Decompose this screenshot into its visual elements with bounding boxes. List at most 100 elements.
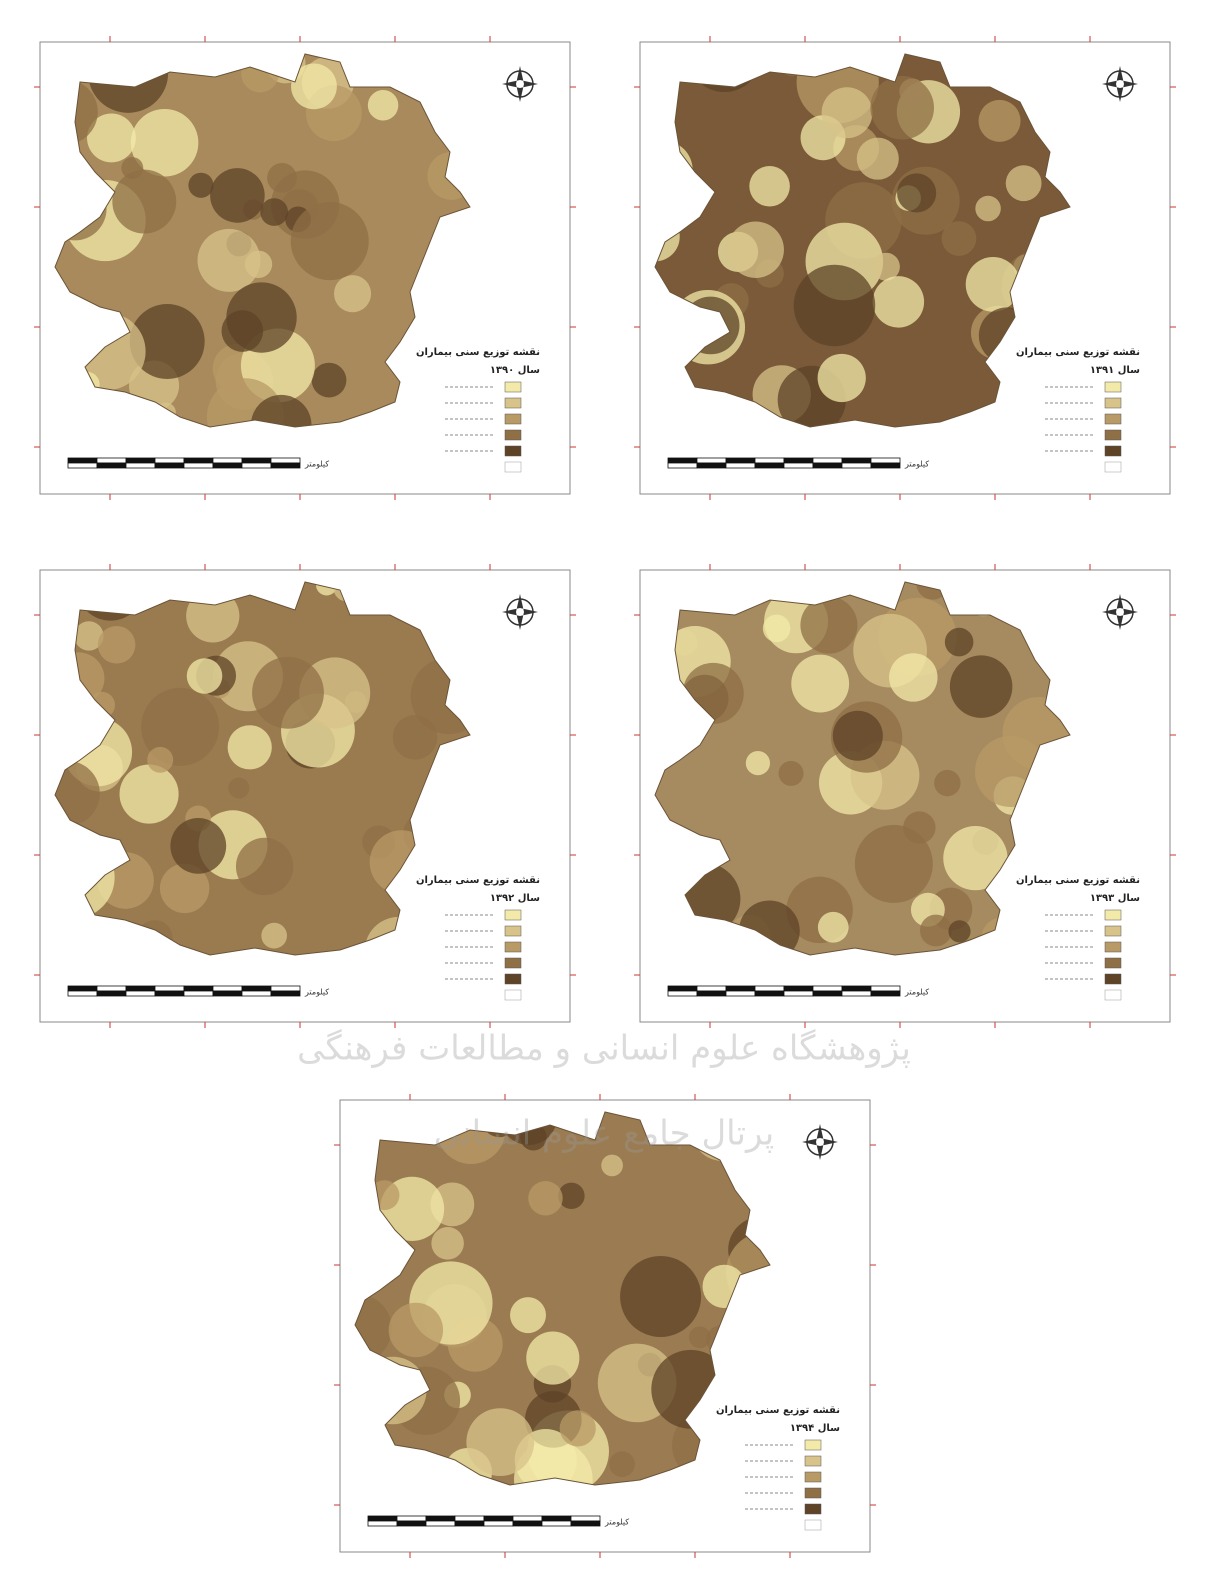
legend-swatch: [805, 1488, 821, 1498]
scale-bar: [184, 986, 213, 991]
scale-bar: [68, 986, 97, 991]
legend-swatch: [505, 958, 521, 968]
scale-bar: [68, 463, 97, 468]
scale-bar: [513, 1516, 542, 1521]
zone: [312, 363, 347, 398]
scale-bar: [726, 463, 755, 468]
zone: [945, 628, 974, 657]
legend-year: سال ۱۳۹۱: [1090, 365, 1140, 376]
zone: [950, 655, 1012, 717]
zone: [620, 1256, 701, 1337]
watermark: پرتال جامع علوم انسانی: [434, 1114, 774, 1154]
scale-bar: [368, 1521, 397, 1526]
zone: [261, 923, 287, 949]
zone: [187, 658, 223, 694]
scale-bar: [484, 1521, 513, 1526]
scale-bar: [842, 991, 871, 996]
zone: [857, 138, 899, 180]
scale-bar: [155, 463, 184, 468]
figure: نقشه توزیع سنی بیمارانسال ۱۳۹۰کیلومترنقش…: [0, 0, 1208, 1589]
zone: [870, 76, 934, 140]
legend-swatch: [1105, 974, 1121, 984]
legend-year: سال ۱۳۹۲: [490, 893, 540, 904]
scale-bar: [784, 986, 813, 991]
scale-bar: [668, 986, 697, 991]
zone: [794, 265, 875, 346]
zone: [188, 173, 213, 198]
scale-unit: کیلومتر: [904, 988, 929, 997]
legend-swatch: [1105, 446, 1121, 456]
legend-swatch: [805, 1440, 821, 1450]
zone: [975, 196, 1001, 222]
zone: [822, 87, 873, 138]
scale-bar: [697, 986, 726, 991]
zone: [749, 166, 790, 207]
scale-bar: [184, 463, 213, 468]
zone: [197, 229, 260, 292]
scale-bar: [871, 991, 900, 996]
legend-swatch: [805, 1472, 821, 1482]
legend-year: سال ۱۳۹۳: [1090, 893, 1140, 904]
scale-bar: [784, 991, 813, 996]
legend-swatch: [505, 462, 521, 472]
legend-swatch: [1105, 958, 1121, 968]
zone: [948, 920, 970, 942]
zone: [121, 157, 143, 179]
scale-bar: [455, 1521, 484, 1526]
legend-swatch: [505, 942, 521, 952]
scale-bar: [97, 986, 126, 991]
zone: [368, 90, 399, 121]
scale-bar: [755, 463, 784, 468]
scale-bar: [126, 458, 155, 463]
zone: [920, 915, 952, 947]
scale-bar: [426, 1521, 455, 1526]
scale-bar: [68, 991, 97, 996]
scale-bar: [755, 986, 784, 991]
zone: [226, 282, 296, 352]
zone: [120, 765, 179, 824]
zone: [979, 100, 1021, 142]
legend-title: نقشه توزیع سنی بیماران: [416, 347, 540, 358]
legend-year: سال ۱۳۹۰: [490, 365, 540, 376]
legend-swatch: [505, 910, 521, 920]
legend-swatch: [1105, 398, 1121, 408]
watermark: پژوهشگاه علوم انسانی و مطالعات فرهنگی: [297, 1029, 911, 1069]
scale-bar: [271, 991, 300, 996]
legend-swatch: [1105, 990, 1121, 1000]
zone: [252, 657, 324, 729]
scale-unit: کیلومتر: [604, 1518, 629, 1527]
legend-swatch: [805, 1504, 821, 1514]
scale-bar: [213, 991, 242, 996]
scale-bar: [784, 463, 813, 468]
scale-bar: [813, 458, 842, 463]
scale-bar: [668, 458, 697, 463]
scale-bar: [842, 463, 871, 468]
zone: [210, 168, 265, 223]
scale-bar: [242, 463, 271, 468]
scale-bar: [271, 986, 300, 991]
scale-bar: [668, 991, 697, 996]
legend-swatch: [1105, 462, 1121, 472]
scale-bar: [668, 463, 697, 468]
legend-swatch: [1105, 382, 1121, 392]
zone: [260, 198, 288, 226]
scale-bar: [697, 463, 726, 468]
scale-bar: [397, 1521, 426, 1526]
scale-bar: [97, 463, 126, 468]
zone: [228, 778, 249, 799]
legend-swatch: [1105, 942, 1121, 952]
scale-bar: [871, 458, 900, 463]
scale-bar: [271, 458, 300, 463]
zone: [291, 202, 369, 280]
scale-bar: [542, 1516, 571, 1521]
map-panel: نقشه توزیع سنی بیماران سال ۱۳۹۰ کیلومتر: [32, 33, 576, 500]
scale-bar: [755, 991, 784, 996]
scale-bar: [126, 991, 155, 996]
scale-bar: [271, 463, 300, 468]
legend-swatch: [505, 446, 521, 456]
scale-unit: کیلومتر: [304, 460, 329, 469]
scale-bar: [726, 458, 755, 463]
scale-bar: [155, 986, 184, 991]
